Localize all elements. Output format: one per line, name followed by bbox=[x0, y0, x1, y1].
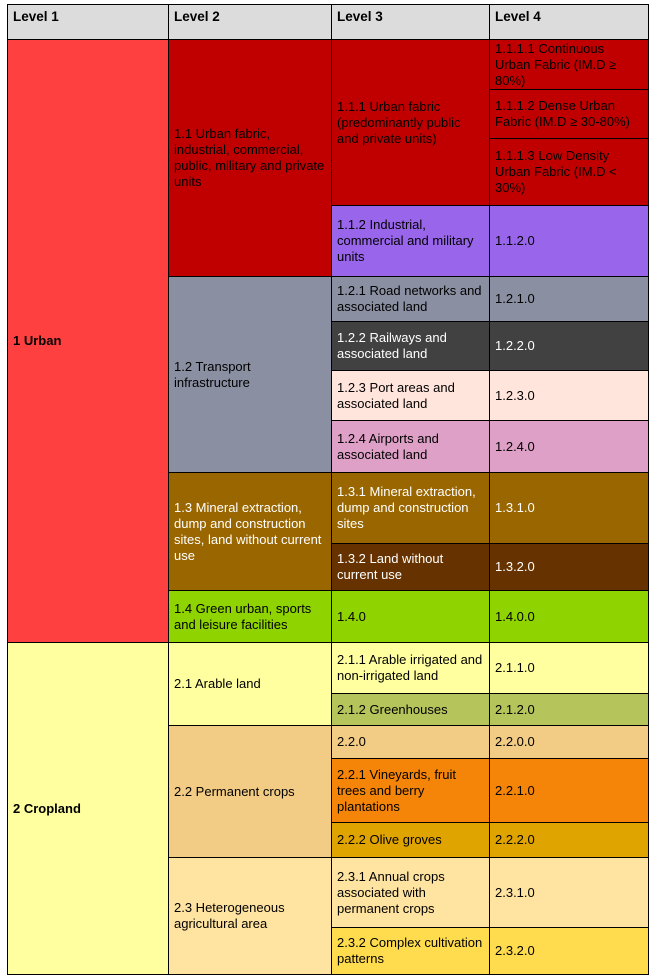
cell-1-1-1-1: 1.1.1.1 Continuous Urban Fabric (IM.D ≥ … bbox=[490, 40, 648, 89]
header-level-2: Level 2 bbox=[169, 5, 331, 39]
header-level-1: Level 1 bbox=[8, 5, 168, 39]
cell-2-1-2-0: 2.1.2.0 bbox=[490, 694, 648, 725]
cell-1-2-1-0: 1.2.1.0 bbox=[490, 277, 648, 321]
cell-2-2-1: 2.2.1 Vineyards, fruit trees and berry p… bbox=[332, 759, 489, 822]
cell-2-3-1-0: 2.3.1.0 bbox=[490, 858, 648, 927]
cell-2-3-2-0: 2.3.2.0 bbox=[490, 928, 648, 974]
cell-2-2-2: 2.2.2 Olive groves bbox=[332, 823, 489, 857]
cell-1-1-1: 1.1.1 Urban fabric (predominantly public… bbox=[332, 40, 489, 205]
cell-1-2-3: 1.2.3 Port areas and associated land bbox=[332, 371, 489, 420]
cell-1-4: 1.4 Green urban, sports and leisure faci… bbox=[169, 591, 331, 642]
cell-1-1-1-2: 1.1.1.2 Dense Urban Fabric (IM.D ≥ 30-80… bbox=[490, 90, 648, 138]
cell-2-3-2: 2.3.2 Complex cultivation patterns bbox=[332, 928, 489, 974]
header-level-3: Level 3 bbox=[332, 5, 489, 39]
cell-2-2-1-0: 2.2.1.0 bbox=[490, 759, 648, 822]
cell-1-3-2: 1.3.2 Land without current use bbox=[332, 544, 489, 590]
cell-1-4-0-0: 1.4.0.0 bbox=[490, 591, 648, 642]
cell-2-2-0: 2.2.0 bbox=[332, 726, 489, 758]
cell-1-1-2: 1.1.2 Industrial, commercial and militar… bbox=[332, 206, 489, 276]
cell-1-1: 1.1 Urban fabric, industrial, commercial… bbox=[169, 40, 331, 276]
cell-1-1-1-3: 1.1.1.3 Low Density Urban Fabric (IM.D <… bbox=[490, 139, 648, 205]
cell-1-4-0: 1.4.0 bbox=[332, 591, 489, 642]
cell-2: 2 Cropland bbox=[8, 643, 168, 974]
cell-2-2-2-0: 2.2.2.0 bbox=[490, 823, 648, 857]
cell-1-2-1: 1.2.1 Road networks and associated land bbox=[332, 277, 489, 321]
cell-2-1-2: 2.1.2 Greenhouses bbox=[332, 694, 489, 725]
cell-1-2-3-0: 1.2.3.0 bbox=[490, 371, 648, 420]
cell-1-3: 1.3 Mineral extraction, dump and constru… bbox=[169, 473, 331, 590]
cell-1-3-2-0: 1.3.2.0 bbox=[490, 544, 648, 590]
cell-2-2: 2.2 Permanent crops bbox=[169, 726, 331, 857]
cell-2-1: 2.1 Arable land bbox=[169, 643, 331, 725]
cell-2-2-0-0: 2.2.0.0 bbox=[490, 726, 648, 758]
cell-2-3: 2.3 Heterogeneous agricultural area bbox=[169, 858, 331, 974]
cell-1: 1 Urban bbox=[8, 40, 168, 642]
cell-1-2-2-0: 1.2.2.0 bbox=[490, 322, 648, 370]
classification-table: Level 1 Level 2 Level 3 Level 4 1 Urban 1.1 U… bbox=[7, 4, 649, 975]
cell-1-2-4-0: 1.2.4.0 bbox=[490, 421, 648, 472]
cell-2-1-1: 2.1.1 Arable irrigated and non-irrigated… bbox=[332, 643, 489, 693]
cell-1-3-1-0: 1.3.1.0 bbox=[490, 473, 648, 543]
cell-1-2-2: 1.2.2 Railways and associated land bbox=[332, 322, 489, 370]
cell-1-2: 1.2 Transport infrastructure bbox=[169, 277, 331, 472]
header-level-4: Level 4 bbox=[490, 5, 648, 39]
cell-2-1-1-0: 2.1.1.0 bbox=[490, 643, 648, 693]
cell-1-2-4: 1.2.4 Airports and associated land bbox=[332, 421, 489, 472]
cell-2-3-1: 2.3.1 Annual crops associated with perma… bbox=[332, 858, 489, 927]
cell-1-3-1: 1.3.1 Mineral extraction, dump and const… bbox=[332, 473, 489, 543]
cell-1-1-2-0: 1.1.2.0 bbox=[490, 206, 648, 276]
